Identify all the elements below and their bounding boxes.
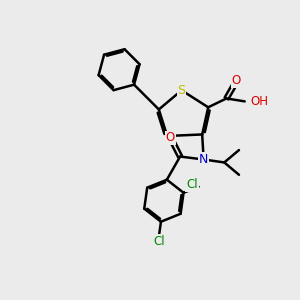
Text: S: S [178, 84, 186, 97]
Text: N: N [199, 153, 208, 166]
Text: Cl: Cl [186, 178, 198, 191]
Text: O: O [232, 74, 241, 87]
Text: O: O [166, 131, 175, 145]
Text: OH: OH [250, 95, 268, 108]
Text: Cl: Cl [153, 235, 164, 248]
